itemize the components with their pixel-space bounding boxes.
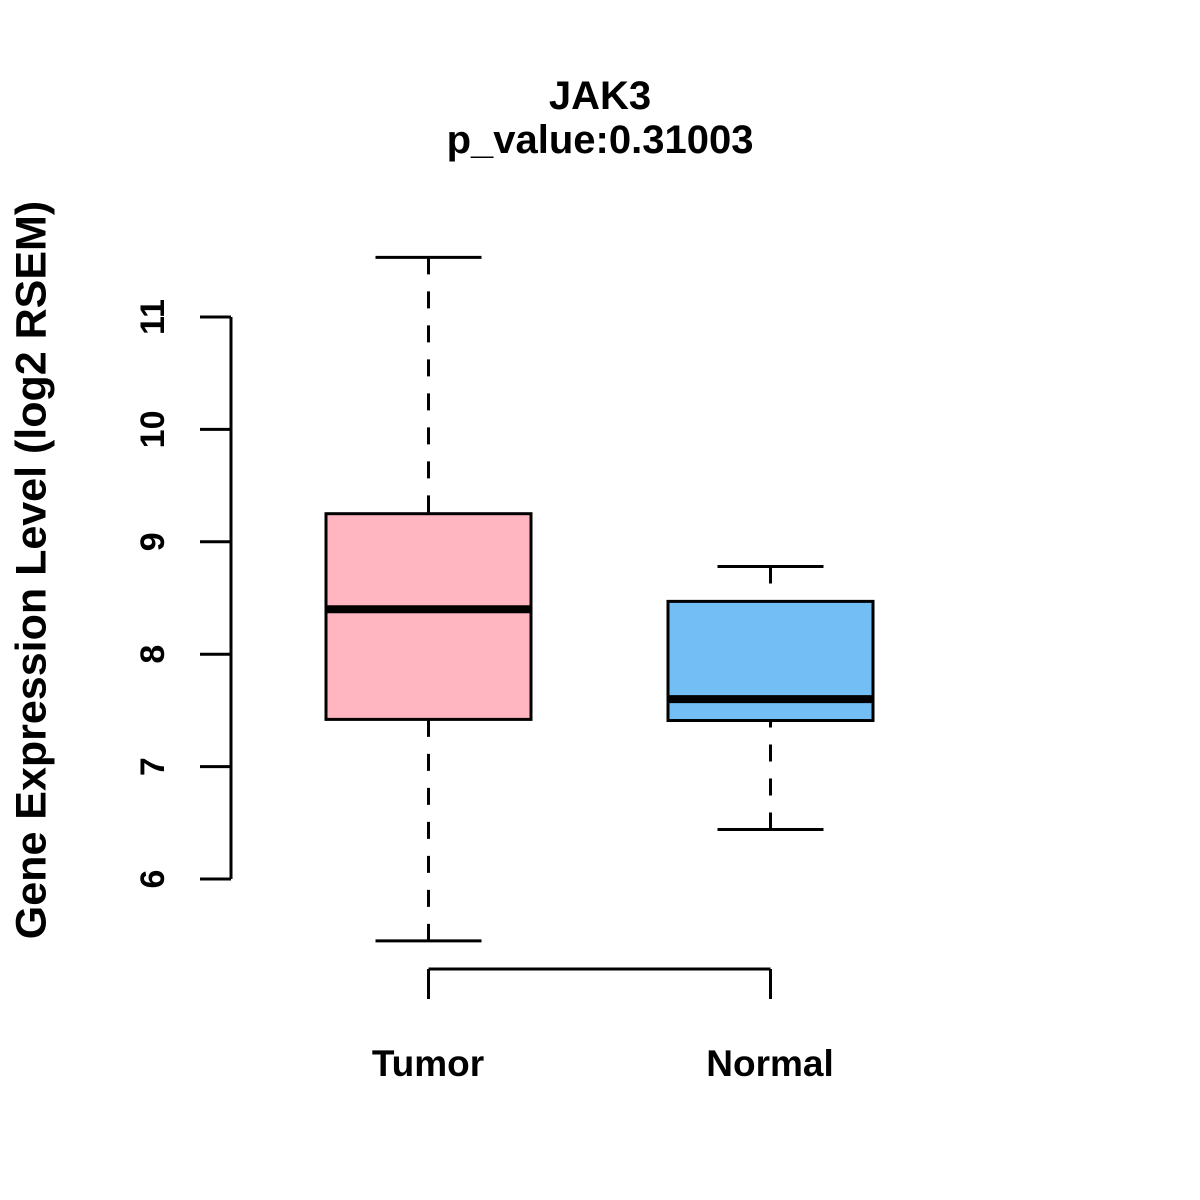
y-tick-label-8: 8 <box>134 645 172 664</box>
y-tick-label-7: 7 <box>134 757 172 776</box>
x-axis-label-normal: Normal <box>706 1043 834 1084</box>
tumor-box <box>324 512 533 721</box>
y-tick-label-11: 11 <box>134 299 172 335</box>
y-tick-label-10: 10 <box>134 410 172 448</box>
x-axis-label-tumor: Tumor <box>371 1043 485 1084</box>
chart-subtitle-pvalue: p_value:0.31003 <box>446 118 754 162</box>
chart-title: JAK3 <box>548 74 652 118</box>
y-tick-label-9: 9 <box>134 532 172 551</box>
y-tick-label-6: 6 <box>134 870 172 889</box>
